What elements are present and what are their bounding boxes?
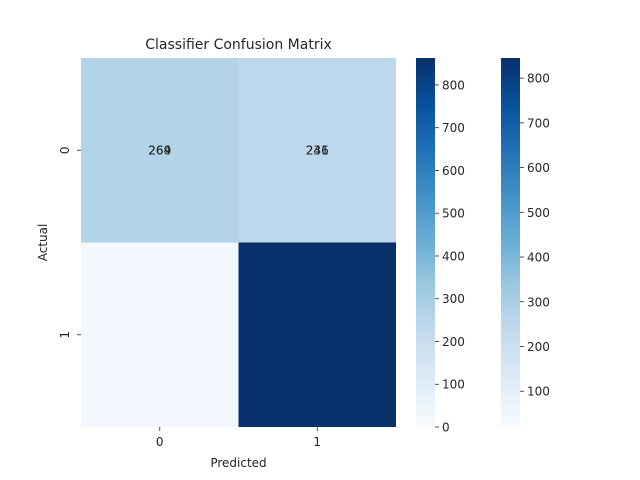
colorbar-tick-label: 200	[442, 335, 465, 349]
colorbar-1	[416, 58, 435, 427]
colorbar-tick-label: 500	[527, 206, 550, 220]
x-tick-label: 0	[156, 435, 164, 449]
colorbar-tick-label: 400	[527, 251, 550, 265]
colorbar-tick-label: 200	[527, 340, 550, 354]
cell-annotation-0-1: 236	[306, 143, 329, 157]
y-axis-ticks: 01	[58, 146, 81, 339]
colorbar-tick-label: 0	[442, 421, 450, 435]
cell-annotation-0-1: 241	[306, 143, 329, 157]
y-axis-label: Actual	[36, 224, 50, 262]
colorbar-tick-label: 100	[527, 385, 550, 399]
colorbar-tick-label: 800	[442, 78, 465, 92]
heatmap-cell-1-0	[81, 242, 239, 427]
colorbar-tick-label: 500	[442, 207, 465, 221]
colorbar-tick-label: 300	[442, 292, 465, 306]
colorbar-tick-label: 600	[527, 161, 550, 175]
x-axis-label: Predicted	[210, 456, 266, 470]
chart-title: Classifier Confusion Matrix	[145, 37, 332, 53]
colorbar-tick-label: 800	[527, 72, 550, 86]
colorbars: 0 100 200 300 400 500 600 700 800 100 200 300 400 500…	[416, 58, 550, 435]
colorbar-2	[501, 58, 520, 427]
heatmap-cell-0-0	[81, 58, 239, 243]
heatmap-cell-1-1	[238, 242, 396, 427]
colorbar-tick-label: 600	[442, 164, 465, 178]
y-tick-label: 1	[58, 331, 72, 339]
cell-annotation-0-0: 269	[148, 143, 171, 157]
colorbar-tick-label: 400	[442, 249, 465, 263]
y-tick-label: 0	[58, 146, 72, 154]
colorbar-tick-label: 100	[442, 378, 465, 392]
x-tick-label: 1	[313, 435, 321, 449]
colorbar-tick-label: 700	[442, 121, 465, 135]
colorbar-tick-label: 700	[527, 116, 550, 130]
colorbar-tick-label: 300	[527, 295, 550, 309]
cell-annotation-0-0: 264	[148, 143, 171, 157]
heatmap-cell-0-1	[238, 58, 396, 243]
